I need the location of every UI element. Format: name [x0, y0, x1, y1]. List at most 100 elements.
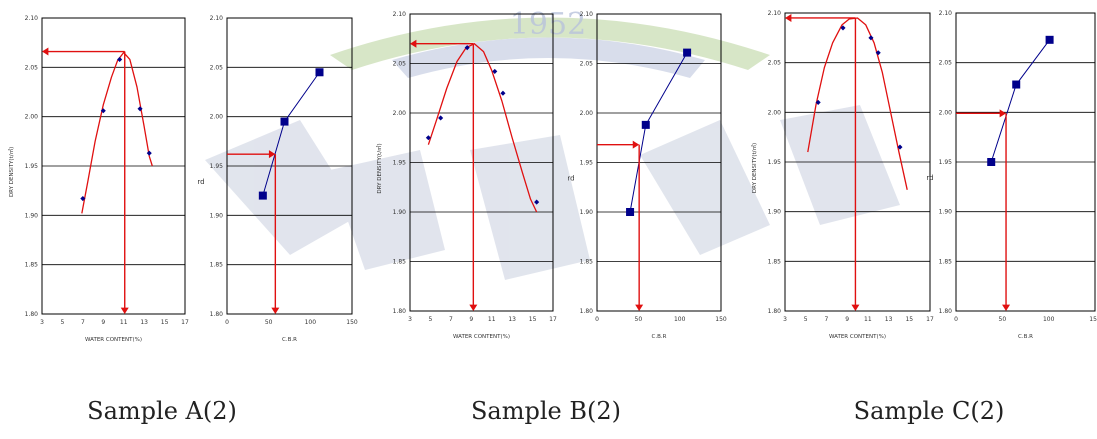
y-tick-label: 2.05 [580, 61, 594, 68]
y-tick-label: 1.80 [939, 308, 953, 315]
cbr-point [1012, 80, 1021, 89]
compaction-point [534, 199, 540, 205]
y-tick-label: 1.95 [580, 160, 594, 167]
y-tick-label: 1.85 [768, 258, 782, 265]
y-tick-label: 1.85 [210, 262, 224, 269]
watermark-year: 1952 [510, 7, 586, 42]
x-tick-label: 150 [1089, 316, 1097, 323]
y-tick-label: 1.95 [25, 163, 39, 170]
x-tick-label: 13 [885, 316, 893, 323]
y-tick-label: 1.80 [580, 308, 594, 315]
y-tick-label: 2.05 [25, 64, 39, 71]
omc-arrowhead [469, 304, 478, 311]
x-axis-label: WATER CONTENT(%) [453, 334, 510, 340]
compaction-point [137, 106, 143, 112]
caption-sample-b: Sample B(2) [470, 397, 621, 425]
y-tick-label: 1.90 [939, 209, 953, 216]
cbr-point [641, 120, 650, 129]
y-axis-label: DRY DENSITY(t/㎥) [7, 147, 15, 197]
compaction-plot-a: 1.80 1.85 1.90 1.95 2.00 2.05 2.10 3 5 7 9 11 13 15 17… [7, 15, 189, 343]
y-tick-label: 1.85 [393, 259, 407, 266]
y-tick-label: 1.90 [25, 212, 39, 219]
design-arrowhead-down [1002, 304, 1011, 311]
cbr-series-line [990, 39, 1050, 163]
x-tick-label: 150 [715, 316, 727, 323]
y-tick-label: 1.95 [939, 159, 953, 166]
compaction-plot-b: 1.80 1.85 1.90 1.95 2.00 2.05 2.10 3 5 7 9 11 13 15 17… [375, 11, 557, 340]
x-tick-label: 50 [635, 316, 643, 323]
cbr-point [987, 158, 996, 166]
x-axis-label: C.B.R [1018, 334, 1033, 340]
x-tick-label: 13 [508, 316, 516, 323]
compaction-curve [427, 43, 538, 213]
compaction-point [146, 150, 152, 156]
x-tick-label: 0 [225, 319, 229, 326]
y-tick-label: 1.80 [25, 311, 39, 318]
plot-frame [596, 13, 722, 312]
y-tick-label: 2.10 [393, 11, 407, 18]
max-density-arrowhead [42, 47, 49, 56]
y-tick-label: 1.90 [210, 212, 224, 219]
cbr-point [280, 117, 289, 126]
plot-frame [41, 17, 186, 315]
y-tick-label: 1.80 [768, 308, 782, 315]
design-arrowhead-down [271, 307, 280, 314]
cbr-point [626, 208, 635, 216]
x-tick-label: 100 [1043, 316, 1055, 323]
x-tick-label: 9 [101, 319, 105, 326]
y-tick-label: 2.10 [939, 10, 953, 17]
x-tick-label: 11 [488, 316, 496, 323]
y-tick-label: 2.10 [210, 15, 224, 22]
x-tick-label: 15 [161, 319, 169, 326]
x-tick-label: 5 [61, 319, 65, 326]
x-tick-label: 7 [81, 319, 85, 326]
max-density-arrowhead [785, 13, 792, 22]
y-axis-label: rd [567, 174, 574, 182]
max-density-arrowhead [410, 39, 417, 48]
y-tick-label: 1.85 [580, 259, 594, 266]
omc-arrowhead [851, 304, 860, 311]
x-axis-label: WATER CONTENT(%) [829, 334, 886, 340]
compaction-curve [81, 51, 153, 214]
y-tick-label: 2.10 [580, 11, 594, 18]
compaction-plot-c: 1.80 1.85 1.90 1.95 2.00 2.05 2.10 3 5 7 9 11 13 15 17… [750, 10, 934, 340]
y-tick-label: 1.80 [393, 308, 407, 315]
x-tick-label: 9 [469, 316, 473, 323]
x-tick-label: 3 [40, 319, 44, 326]
x-axis-label: C.B.R [282, 337, 297, 343]
y-tick-label: 2.00 [393, 110, 407, 117]
cbr-point [258, 191, 267, 200]
plot-frame [409, 13, 554, 312]
y-tick-label: 2.00 [939, 109, 953, 116]
compaction-point [425, 135, 431, 141]
design-arrowhead-right [632, 140, 640, 149]
y-tick-label: 2.00 [768, 109, 782, 116]
caption-sample-c: Sample C(2) [853, 397, 1005, 425]
y-tick-label: 1.85 [939, 258, 953, 265]
plot-frame [955, 12, 1096, 312]
y-tick-label: 1.85 [25, 262, 39, 269]
x-tick-label: 3 [408, 316, 412, 323]
y-tick-label: 1.90 [768, 209, 782, 216]
x-tick-label: 11 [120, 319, 128, 326]
x-tick-label: 100 [674, 316, 686, 323]
y-tick-label: 2.05 [210, 64, 224, 71]
x-tick-label: 17 [926, 316, 934, 323]
cbr-point [1045, 35, 1054, 44]
y-tick-label: 2.05 [939, 60, 953, 67]
y-axis-label: rd [197, 178, 204, 186]
design-arrowhead-right [268, 150, 276, 159]
x-tick-label: 15 [905, 316, 913, 323]
cbr-plot-b: 1.80 1.85 1.90 1.95 2.00 2.05 2.10 0 50 100 150 C.B… [567, 11, 727, 340]
x-tick-label: 17 [181, 319, 189, 326]
y-tick-label: 2.05 [393, 61, 407, 68]
cbr-plot-a: 1.80 1.85 1.90 1.95 2.00 2.05 2.10 0 50 100 150 C.B… [197, 15, 358, 343]
x-tick-label: 7 [449, 316, 453, 323]
y-tick-label: 2.00 [580, 110, 594, 117]
cbr-point [683, 48, 692, 57]
y-tick-label: 2.05 [768, 60, 782, 67]
x-tick-label: 7 [825, 316, 829, 323]
y-tick-label: 2.00 [25, 114, 39, 121]
y-tick-label: 1.90 [393, 209, 407, 216]
